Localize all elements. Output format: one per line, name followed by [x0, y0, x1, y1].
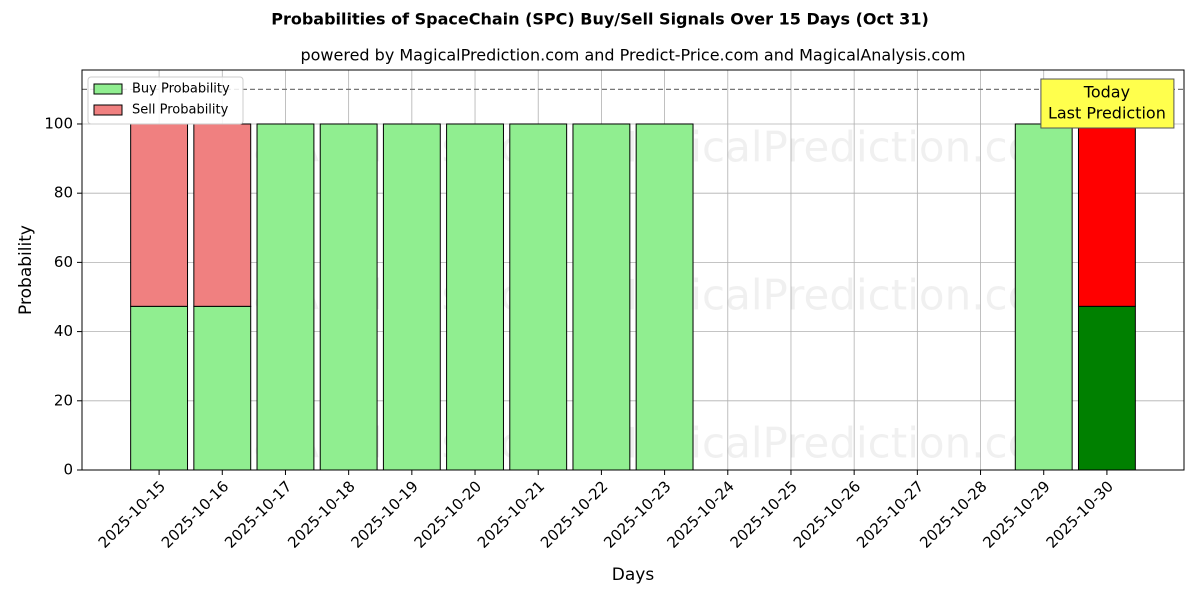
bar-segment: [193, 305, 252, 471]
annotation-text: Today: [1083, 83, 1130, 102]
bar-segment: [256, 123, 315, 471]
bar-segment: [446, 123, 504, 471]
x-tick-label: 2025-10-19: [347, 477, 421, 551]
y-axis-label: Probability: [16, 225, 36, 315]
annotation-text: Last Prediction: [1048, 104, 1166, 123]
y-tick-label: 80: [54, 184, 73, 202]
x-tick-label: 2025-10-16: [158, 477, 232, 551]
x-tick-label: 2025-10-27: [853, 477, 927, 551]
plot-frame: [81, 69, 1185, 471]
bar-segment: [1014, 123, 1073, 471]
y-tick-label: 40: [54, 322, 73, 340]
x-tick-label: 2025-10-18: [284, 477, 358, 551]
bar-segment: [509, 123, 568, 471]
x-tick-label: 2025-10-17: [221, 477, 295, 551]
bar-segment: [1077, 305, 1136, 471]
y-tick-label: 20: [54, 391, 73, 409]
legend-swatch: [93, 104, 123, 116]
x-tick-label: 2025-10-24: [663, 477, 737, 551]
bar-segment: [130, 305, 189, 471]
y-tick-label: 0: [63, 461, 73, 479]
legend-label: Buy Probability: [132, 82, 230, 97]
x-tick-label: 2025-10-25: [727, 477, 801, 551]
bar-segment: [382, 123, 441, 471]
x-tick-label: 2025-10-15: [95, 477, 169, 551]
legend-swatch: [93, 83, 123, 95]
x-tick-label: 2025-10-21: [474, 477, 548, 551]
chart-title: Probabilities of SpaceChain (SPC) Buy/Se…: [271, 10, 929, 29]
bar-segment: [193, 123, 252, 307]
x-tick-label: 2025-10-20: [411, 477, 485, 551]
bar-segment: [1077, 123, 1136, 307]
bar-segment: [635, 123, 694, 471]
x-tick-label: 2025-10-29: [979, 477, 1053, 551]
bar-segment: [572, 123, 631, 471]
legend-label: Sell Probability: [132, 103, 229, 118]
x-tick-label: 2025-10-23: [600, 477, 674, 551]
legend-box: [87, 76, 244, 125]
x-axis-label: Days: [612, 565, 655, 585]
chart-subtitle: powered by MagicalPrediction.com and Pre…: [300, 46, 965, 65]
x-tick-label: 2025-10-30: [1043, 477, 1117, 551]
annotation-box: [1040, 78, 1175, 129]
bar-segment: [319, 123, 378, 471]
y-tick-label: 60: [54, 253, 73, 271]
x-tick-label: 2025-10-22: [537, 477, 611, 551]
x-tick-label: 2025-10-26: [790, 477, 864, 551]
bar-segment: [130, 123, 189, 307]
y-tick-label: 100: [44, 114, 73, 132]
x-tick-label: 2025-10-28: [916, 477, 990, 551]
